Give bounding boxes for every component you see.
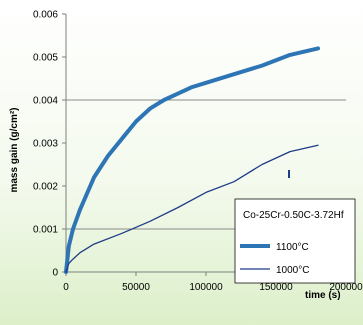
y-tick-label: 0: [52, 268, 58, 279]
series-line-1100: [64, 46, 320, 274]
y-tick-label: 0.005: [33, 53, 58, 64]
series-line-1000: [65, 144, 319, 273]
y-tick-label: 0.003: [33, 139, 58, 150]
series-lines: [64, 46, 320, 274]
legend-entry-1100: 1100°C: [276, 242, 309, 253]
x-axis-title: time (s): [305, 290, 341, 301]
y-tick-label: 0.002: [33, 182, 58, 193]
x-tick-label: 50000: [122, 282, 150, 293]
x-tick-label: 200000: [329, 282, 363, 293]
y-axis-title: mass gain (g/cm²): [9, 107, 20, 192]
y-tick-label: 0.001: [33, 225, 58, 236]
y-axis-ticks: 0 0.001 0.002 0.003 0.004 0.005 0.006: [33, 10, 66, 279]
legend-entry-1000: 1000°C: [276, 265, 309, 276]
x-tick-label: 150000: [259, 282, 293, 293]
legend: Co-25Cr-0.50C-3.72Hf 1100°C 1000°C: [234, 198, 356, 284]
y-tick-label: 0.006: [33, 10, 58, 21]
x-tick-label: 0: [63, 282, 69, 293]
legend-title: Co-25Cr-0.50C-3.72Hf: [243, 210, 344, 221]
x-tick-label: 100000: [189, 282, 223, 293]
y-tick-label: 0.004: [33, 96, 58, 107]
